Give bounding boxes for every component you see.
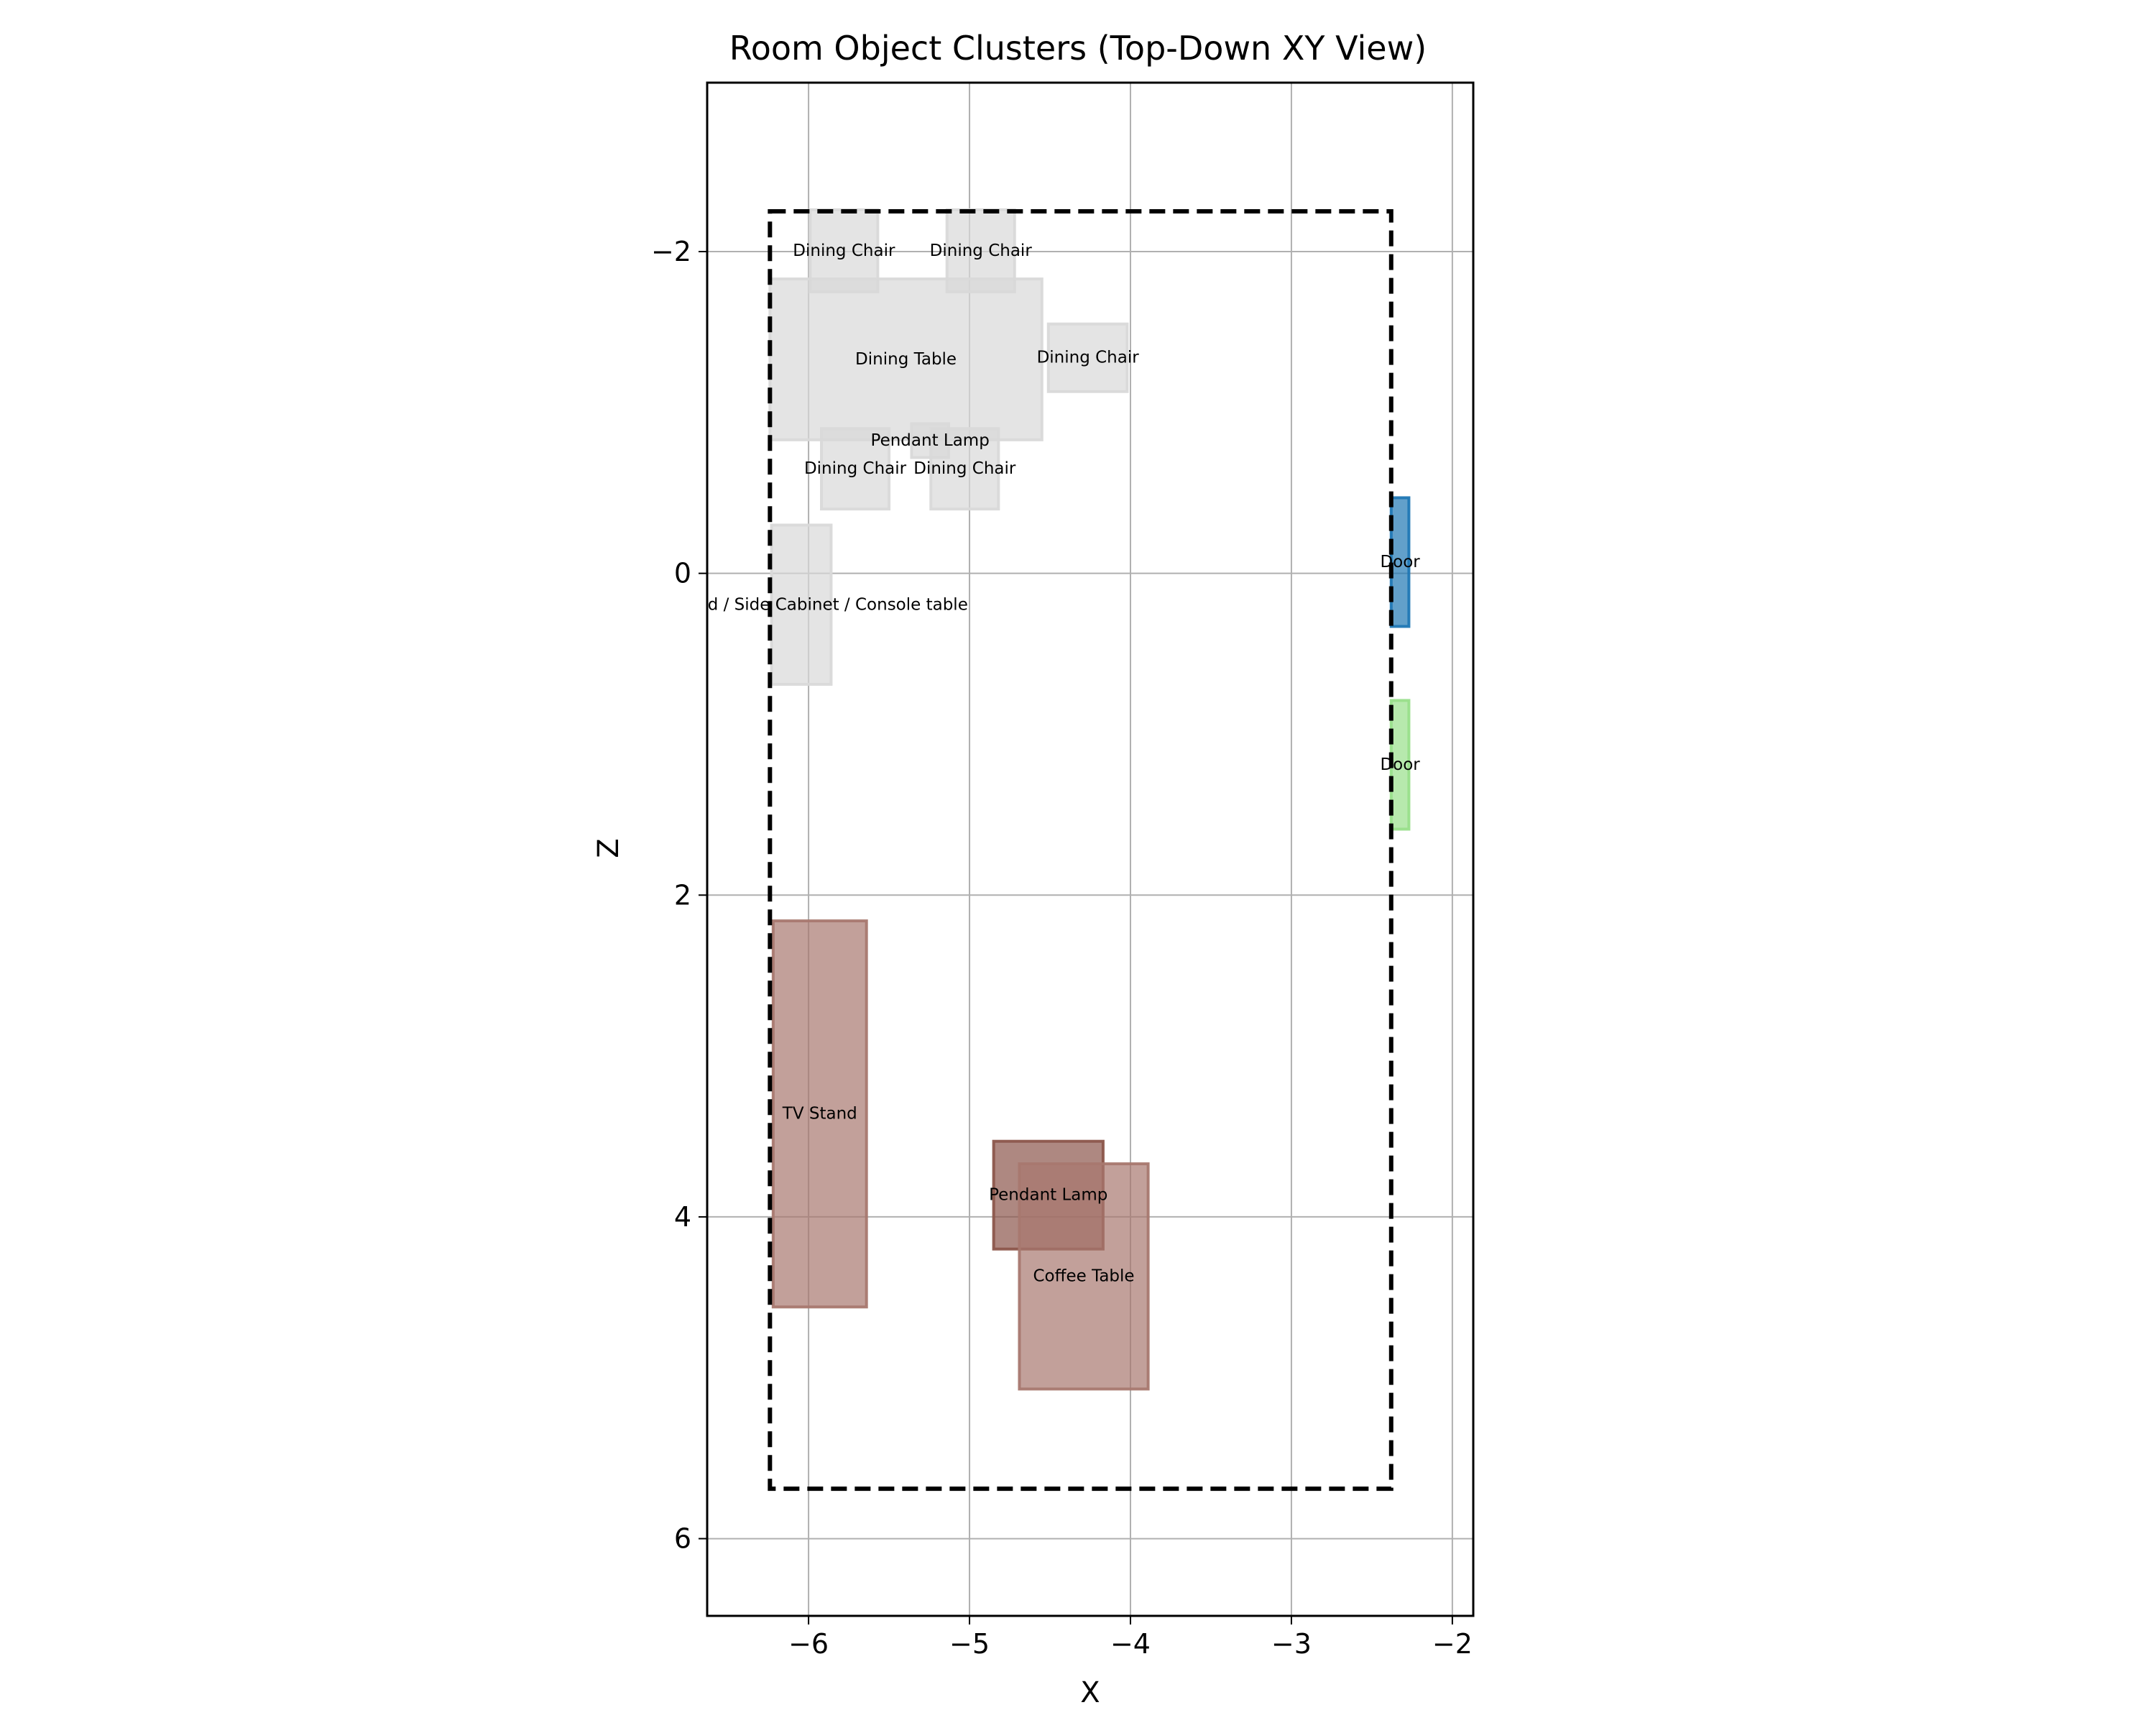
object-box bbox=[770, 523, 833, 686]
object-box bbox=[820, 427, 891, 511]
object-label: Coffee Table bbox=[1033, 1267, 1135, 1286]
x-tick-label: −6 bbox=[788, 1628, 829, 1660]
y-tick-label: 4 bbox=[674, 1201, 691, 1233]
object-label: Sideboard / Side Cabinet / Console table bbox=[635, 595, 968, 614]
object-label: Dining Chair bbox=[1037, 349, 1140, 367]
object-box bbox=[1389, 496, 1411, 628]
axes-frame bbox=[706, 81, 1475, 1617]
x-tick-label: −3 bbox=[1271, 1628, 1312, 1660]
object-box bbox=[1046, 322, 1129, 393]
object-label: Dining Chair bbox=[804, 459, 907, 478]
object-box bbox=[768, 277, 1044, 441]
x-tick-label: −2 bbox=[1432, 1628, 1473, 1660]
chart-title: Room Object Clusters (Top-Down XY View) bbox=[729, 29, 1427, 68]
x-tick-label: −4 bbox=[1110, 1628, 1151, 1660]
plot-area: Dining Chair Dining Chair Dining Table Dini… bbox=[635, 81, 1475, 1660]
object-box bbox=[929, 427, 1000, 511]
room-boundary bbox=[768, 209, 1393, 1492]
object-label: Door bbox=[1380, 755, 1420, 774]
objects-layer: Dining Chair Dining Chair Dining Table Dini… bbox=[635, 208, 1420, 1492]
y-axis-label: Z bbox=[592, 838, 625, 858]
x-axis-label: X bbox=[1080, 1676, 1100, 1709]
y-tick-label: −2 bbox=[651, 236, 691, 267]
object-label: Dining Chair bbox=[930, 242, 1033, 260]
object-label: TV Stand bbox=[782, 1105, 857, 1123]
object-box bbox=[771, 919, 868, 1309]
y-tick-label: 6 bbox=[674, 1523, 691, 1555]
object-label: Pendant Lamp bbox=[871, 431, 990, 450]
object-box bbox=[1018, 1162, 1150, 1391]
x-tick-label: −5 bbox=[949, 1628, 990, 1660]
y-tick-label: 2 bbox=[674, 879, 691, 911]
object-label: Dining Table bbox=[855, 350, 957, 369]
object-label: Pendant Lamp bbox=[989, 1186, 1107, 1205]
y-tick-label: 0 bbox=[674, 558, 691, 589]
object-label: Dining Chair bbox=[913, 459, 1016, 478]
object-label: Dining Chair bbox=[793, 242, 895, 260]
object-label: Door bbox=[1380, 553, 1420, 571]
